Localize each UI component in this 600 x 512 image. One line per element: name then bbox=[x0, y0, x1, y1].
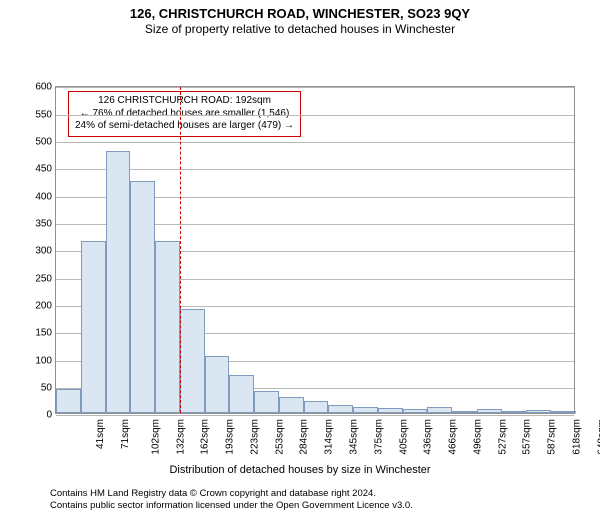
x-tick-label: 587sqm bbox=[547, 419, 558, 455]
page-subtitle: Size of property relative to detached ho… bbox=[0, 22, 600, 38]
x-tick-label: 345sqm bbox=[349, 419, 360, 455]
x-tick-label: 496sqm bbox=[472, 419, 483, 455]
histogram-bar bbox=[526, 410, 551, 413]
histogram-bar bbox=[477, 409, 502, 413]
x-axis-label: Distribution of detached houses by size … bbox=[0, 464, 600, 476]
histogram-bar bbox=[56, 389, 81, 414]
y-tick-label: 200 bbox=[35, 300, 56, 311]
grid-line bbox=[56, 415, 574, 416]
x-tick-label: 132sqm bbox=[175, 419, 186, 455]
x-tick-label: 102sqm bbox=[150, 419, 161, 455]
y-tick-label: 300 bbox=[35, 246, 56, 257]
x-tick-label: 436sqm bbox=[423, 419, 434, 455]
histogram-bar bbox=[427, 407, 452, 414]
grid-line bbox=[56, 87, 574, 88]
footer-line-1: Contains HM Land Registry data © Crown c… bbox=[50, 488, 590, 500]
histogram-bar bbox=[353, 407, 378, 414]
reference-line bbox=[180, 87, 181, 413]
chart-container: Number of detached properties 126 CHRIST… bbox=[0, 38, 600, 469]
x-tick-label: 41sqm bbox=[95, 419, 106, 449]
x-tick-label: 314sqm bbox=[324, 419, 335, 455]
x-tick-label: 466sqm bbox=[448, 419, 459, 455]
y-tick-label: 150 bbox=[35, 328, 56, 339]
histogram-bar bbox=[452, 411, 477, 413]
y-tick-label: 400 bbox=[35, 191, 56, 202]
y-tick-label: 100 bbox=[35, 355, 56, 366]
y-tick-label: 600 bbox=[35, 82, 56, 93]
x-tick-label: 71sqm bbox=[120, 419, 131, 449]
histogram-bar bbox=[180, 309, 205, 413]
y-tick-label: 450 bbox=[35, 164, 56, 175]
y-tick-label: 350 bbox=[35, 218, 56, 229]
y-tick-label: 50 bbox=[41, 382, 56, 393]
footer: Contains HM Land Registry data © Crown c… bbox=[0, 484, 600, 512]
x-tick-label: 557sqm bbox=[522, 419, 533, 455]
histogram-bar bbox=[155, 241, 180, 413]
histogram-bar bbox=[205, 356, 230, 413]
x-tick-label: 253sqm bbox=[274, 419, 285, 455]
x-tick-label: 223sqm bbox=[250, 419, 261, 455]
histogram-bar bbox=[279, 397, 304, 413]
histogram-bar bbox=[551, 411, 576, 413]
histogram-bar bbox=[81, 241, 106, 413]
grid-line bbox=[56, 142, 574, 143]
histogram-bar bbox=[378, 408, 403, 413]
histogram-bar bbox=[328, 405, 353, 413]
annotation-line-1: 126 CHRISTCHURCH ROAD: 192sqm bbox=[75, 95, 294, 108]
footer-line-2: Contains public sector information licen… bbox=[50, 500, 590, 512]
x-tick-label: 193sqm bbox=[225, 419, 236, 455]
histogram-bar bbox=[130, 181, 155, 413]
x-tick-label: 162sqm bbox=[200, 419, 211, 455]
histogram-bar bbox=[106, 151, 131, 413]
x-tick-label: 618sqm bbox=[571, 419, 582, 455]
x-tick-label: 405sqm bbox=[398, 419, 409, 455]
page-title: 126, CHRISTCHURCH ROAD, WINCHESTER, SO23… bbox=[0, 0, 600, 22]
y-tick-label: 500 bbox=[35, 136, 56, 147]
histogram-bar bbox=[229, 375, 254, 413]
y-tick-label: 250 bbox=[35, 273, 56, 284]
plot-area: 126 CHRISTCHURCH ROAD: 192sqm ← 76% of d… bbox=[55, 86, 575, 414]
histogram-bar bbox=[254, 391, 279, 413]
grid-line bbox=[56, 169, 574, 170]
histogram-bar bbox=[304, 401, 329, 413]
y-tick-label: 550 bbox=[35, 109, 56, 120]
histogram-bar bbox=[502, 411, 527, 413]
y-tick-label: 0 bbox=[46, 410, 56, 421]
x-tick-label: 284sqm bbox=[299, 419, 310, 455]
x-tick-label: 648sqm bbox=[596, 419, 600, 455]
annotation-line-3: 24% of semi-detached houses are larger (… bbox=[75, 120, 294, 133]
grid-line bbox=[56, 115, 574, 116]
x-tick-label: 375sqm bbox=[373, 419, 384, 455]
histogram-bar bbox=[403, 409, 428, 413]
x-tick-label: 527sqm bbox=[497, 419, 508, 455]
